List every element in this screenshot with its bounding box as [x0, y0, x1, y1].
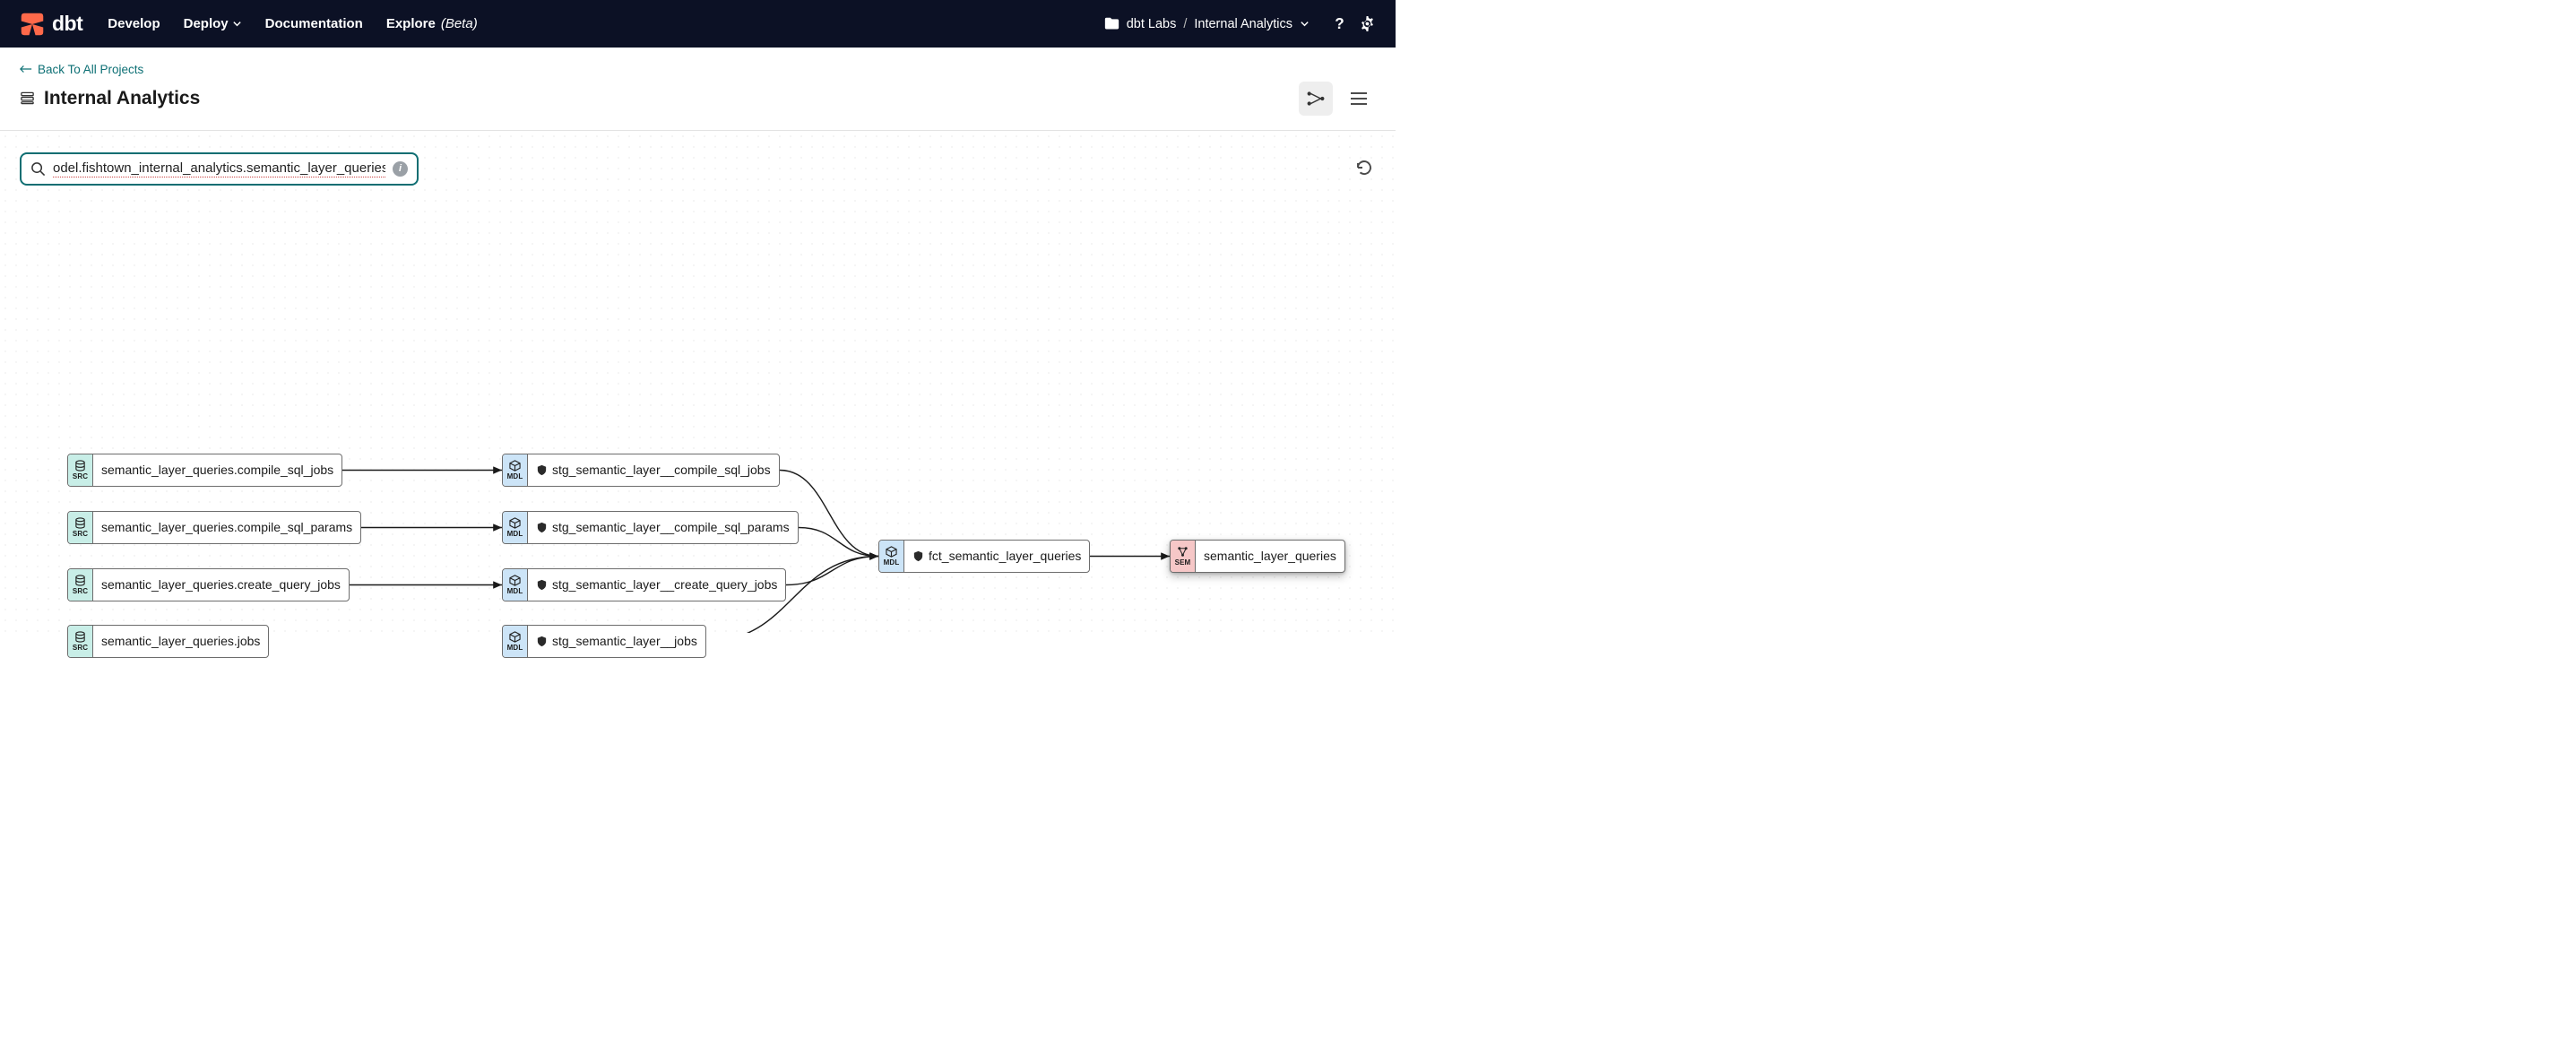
svg-text:?: ?: [1335, 15, 1344, 32]
node-label: stg_semantic_layer__create_query_jobs: [528, 569, 785, 601]
node-label: semantic_layer_queries.jobs: [93, 626, 268, 657]
chevron-down-icon[interactable]: [1300, 19, 1310, 29]
nav-explore[interactable]: Explore (Beta): [386, 16, 478, 31]
breadcrumb-org[interactable]: dbt Labs: [1127, 17, 1177, 31]
folder-icon: [1104, 17, 1119, 30]
node-type-tag: MDL: [879, 541, 904, 572]
top-nav: dbt Develop Deploy Documentation Explore…: [0, 0, 1396, 48]
info-icon[interactable]: i: [393, 161, 408, 177]
node-type-tag: SRC: [68, 626, 93, 657]
logo[interactable]: dbt: [20, 12, 82, 37]
dag-node[interactable]: MDL stg_semantic_layer__create_query_job…: [502, 568, 786, 601]
node-type-tag: MDL: [503, 626, 528, 657]
dag-node[interactable]: SRCsemantic_layer_queries.compile_sql_jo…: [67, 454, 342, 487]
dag-node[interactable]: MDL fct_semantic_layer_queries: [878, 540, 1090, 573]
node-type-tag: MDL: [503, 512, 528, 543]
node-type-tag: MDL: [503, 454, 528, 486]
menu-button[interactable]: [1342, 82, 1376, 116]
stack-icon: [20, 91, 35, 106]
undo-button[interactable]: [1349, 152, 1379, 183]
dag-node[interactable]: MDL stg_semantic_layer__compile_sql_jobs: [502, 454, 780, 487]
node-label: semantic_layer_queries.compile_sql_jobs: [93, 454, 341, 486]
undo-icon: [1354, 158, 1374, 177]
node-type-tag: SRC: [68, 512, 93, 543]
help-icon[interactable]: ?: [1331, 15, 1348, 32]
node-label: semantic_layer_queries.compile_sql_param…: [93, 512, 360, 543]
project-title: Internal Analytics: [20, 88, 200, 109]
search-input[interactable]: [53, 160, 385, 177]
sub-header: Back To All Projects Internal Analytics: [0, 48, 1396, 131]
node-label: stg_semantic_layer__jobs: [528, 626, 705, 657]
node-type-tag: SEM: [1171, 541, 1196, 572]
dag-node[interactable]: SRCsemantic_layer_queries.compile_sql_pa…: [67, 511, 361, 544]
node-label: semantic_layer_queries: [1196, 541, 1344, 572]
nav-develop[interactable]: Develop: [108, 16, 160, 31]
back-to-projects-link[interactable]: Back To All Projects: [20, 63, 143, 76]
node-type-tag: SRC: [68, 569, 93, 601]
gear-icon[interactable]: [1359, 15, 1376, 32]
nav-deploy[interactable]: Deploy: [184, 16, 242, 31]
search-box[interactable]: i: [20, 152, 419, 186]
node-label: stg_semantic_layer__compile_sql_jobs: [528, 454, 779, 486]
nav-links: Develop Deploy Documentation Explore (Be…: [108, 16, 477, 31]
node-label: fct_semantic_layer_queries: [904, 541, 1089, 572]
lineage-canvas[interactable]: i SRCsemantic_layer_queries.compile_sql_…: [0, 131, 1396, 633]
breadcrumb-project[interactable]: Internal Analytics: [1194, 17, 1292, 31]
dag-node[interactable]: MDL stg_semantic_layer__jobs: [502, 625, 706, 658]
node-type-tag: SRC: [68, 454, 93, 486]
breadcrumb: dbt Labs / Internal Analytics: [1104, 17, 1310, 31]
node-label: semantic_layer_queries.create_query_jobs: [93, 569, 349, 601]
nav-documentation[interactable]: Documentation: [265, 16, 363, 31]
arrow-left-icon: [20, 65, 32, 74]
chevron-down-icon: [232, 19, 242, 29]
dag-node[interactable]: SEMsemantic_layer_queries: [1170, 540, 1345, 573]
node-label: stg_semantic_layer__compile_sql_params: [528, 512, 798, 543]
dag-node[interactable]: SRCsemantic_layer_queries.jobs: [67, 625, 269, 658]
search-wrap: i: [20, 152, 419, 186]
logo-text: dbt: [52, 12, 82, 36]
dag-node[interactable]: SRCsemantic_layer_queries.create_query_j…: [67, 568, 350, 601]
lineage-icon: [1306, 90, 1326, 108]
nav-right-icons: ?: [1331, 15, 1376, 32]
hamburger-icon: [1350, 91, 1368, 106]
search-icon: [30, 161, 46, 177]
dbt-logo-icon: [20, 12, 45, 37]
dag-node[interactable]: MDL stg_semantic_layer__compile_sql_para…: [502, 511, 799, 544]
lineage-view-button[interactable]: [1299, 82, 1333, 116]
node-type-tag: MDL: [503, 569, 528, 601]
